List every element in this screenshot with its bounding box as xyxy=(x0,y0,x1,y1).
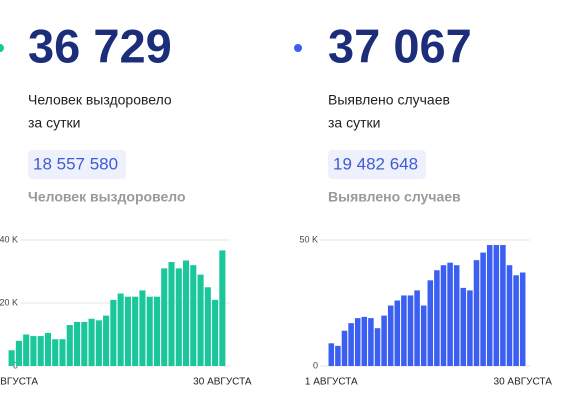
bar xyxy=(420,305,427,366)
bar xyxy=(374,328,381,366)
bar xyxy=(132,296,139,366)
total-pill xyxy=(328,150,426,179)
bar xyxy=(30,336,37,366)
bar xyxy=(473,260,480,366)
dot xyxy=(294,44,302,52)
bar xyxy=(161,268,168,366)
bar xyxy=(480,252,486,366)
bar xyxy=(414,290,420,366)
bar xyxy=(328,343,335,366)
daily-label: Выявлено случаев xyxy=(328,92,450,108)
daily-label: за сутки xyxy=(28,115,80,131)
bar xyxy=(190,265,197,366)
bar xyxy=(23,334,30,366)
bar xyxy=(95,320,102,366)
bar xyxy=(219,250,226,366)
bar xyxy=(153,296,161,366)
y-tick-label: 0 xyxy=(313,360,318,370)
bar xyxy=(52,339,59,366)
bar xyxy=(44,332,52,366)
x-tick-label: 1 АВГУСТА xyxy=(0,377,38,388)
bar xyxy=(361,316,368,366)
bar xyxy=(381,315,387,366)
bar xyxy=(368,318,374,366)
bar xyxy=(88,318,95,366)
total-label: Человек выздоровело xyxy=(28,189,186,205)
bar xyxy=(335,345,341,366)
bar xyxy=(197,274,204,366)
x-tick-label: 30 АВГУСТА xyxy=(193,377,252,388)
bar xyxy=(103,315,110,366)
bar xyxy=(500,245,506,366)
y-tick-label: 50 K xyxy=(299,234,318,244)
bar xyxy=(59,339,66,366)
bar xyxy=(81,321,88,366)
bar xyxy=(387,305,394,366)
dot xyxy=(0,44,4,52)
bar xyxy=(139,290,146,366)
bar xyxy=(15,340,22,366)
bar xyxy=(348,323,354,366)
bar xyxy=(66,325,73,366)
bar xyxy=(124,296,131,366)
daily-label: за сутки xyxy=(328,115,380,131)
bar xyxy=(212,299,219,366)
bar xyxy=(519,272,526,366)
bar xyxy=(394,300,401,366)
bar xyxy=(354,318,361,366)
bar xyxy=(8,350,15,366)
bar xyxy=(182,260,190,366)
bar xyxy=(460,287,467,366)
bar xyxy=(110,299,117,366)
bar xyxy=(513,275,519,366)
x-tick-label: 1 АВГУСТА xyxy=(305,377,358,388)
bar xyxy=(204,287,211,366)
bar xyxy=(467,290,473,366)
bar xyxy=(493,245,500,366)
total-value: 18 557 580 xyxy=(33,154,118,173)
bar xyxy=(447,262,453,366)
y-tick-label: 40 K xyxy=(0,234,18,244)
x-tick-label: 30 АВГУСТА xyxy=(494,377,553,388)
bar xyxy=(401,295,407,366)
daily-label: Человек выздоровело xyxy=(28,92,172,108)
bar xyxy=(506,265,513,366)
bar xyxy=(427,280,434,366)
bar xyxy=(440,265,447,366)
bar xyxy=(146,296,153,366)
bar xyxy=(168,262,175,366)
total-pill xyxy=(28,150,126,179)
bar xyxy=(37,336,44,366)
bar xyxy=(407,295,414,366)
total-value: 19 482 648 xyxy=(333,154,418,173)
y-tick-label: 20 K xyxy=(0,297,18,307)
y-tick-label: 0 xyxy=(13,360,18,370)
bar xyxy=(117,293,124,366)
bar xyxy=(341,330,348,366)
bar xyxy=(175,268,182,366)
bar xyxy=(434,270,440,366)
bar xyxy=(73,321,81,366)
daily-value: 36 729 xyxy=(28,19,172,72)
total-label: Выявлено случаев xyxy=(328,189,461,205)
bar xyxy=(453,265,460,366)
bar xyxy=(486,245,493,366)
daily-value: 37 067 xyxy=(328,19,472,72)
